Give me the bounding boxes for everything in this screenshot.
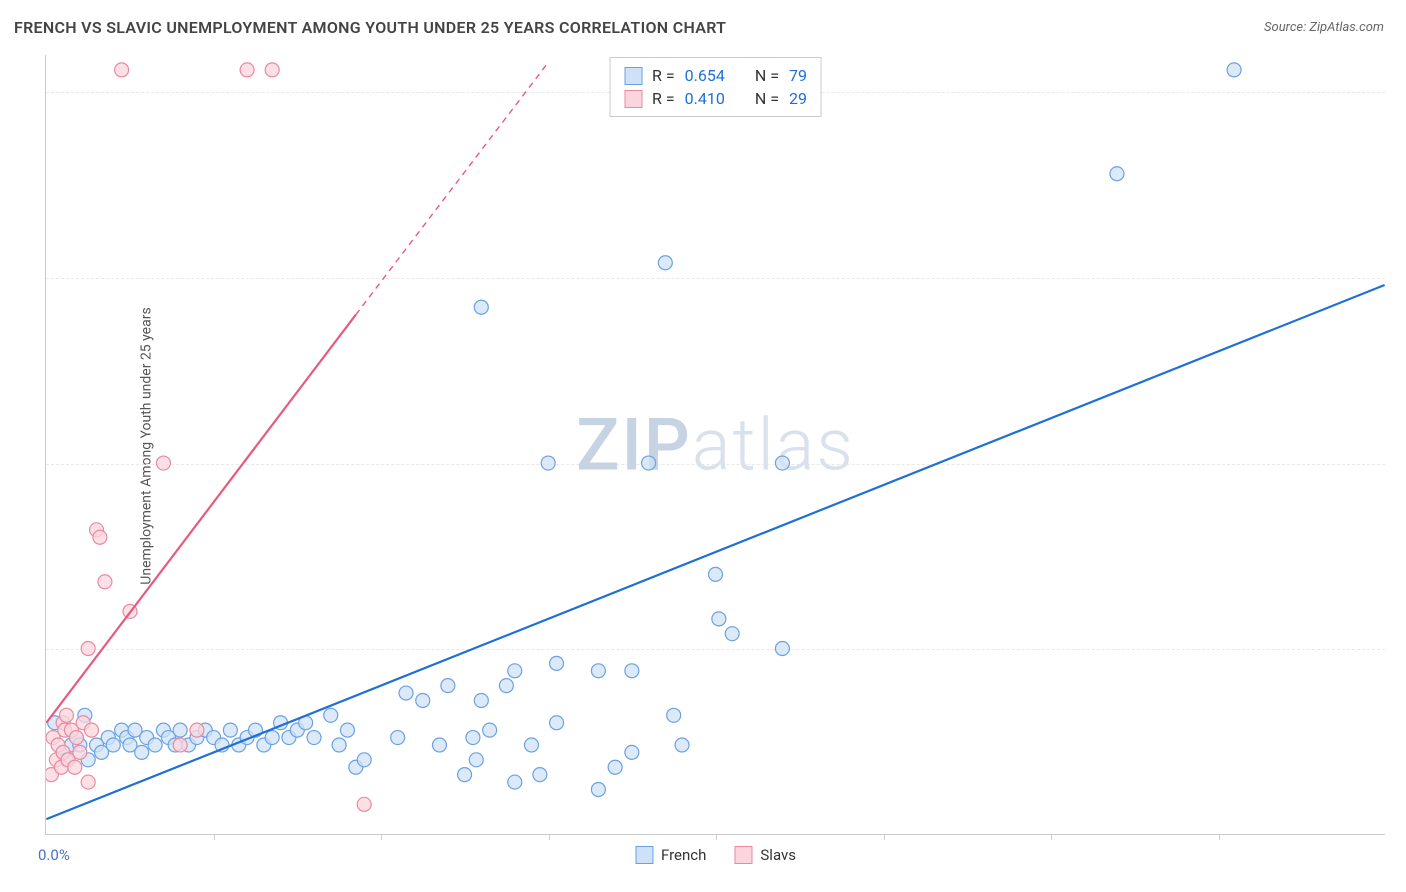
legend-item-slavs: Slavs — [734, 846, 796, 864]
swatch-slavs — [624, 90, 642, 108]
plot-area: ZIPatlas R = 0.654 N = 79 R = 0.410 N = … — [45, 55, 1385, 835]
data-point — [265, 63, 279, 77]
data-point — [541, 456, 555, 470]
data-point — [533, 768, 547, 782]
data-point — [508, 664, 522, 678]
data-point — [709, 567, 723, 581]
x-tick — [1051, 834, 1052, 840]
data-point — [625, 745, 639, 759]
data-point — [190, 723, 204, 737]
data-point — [466, 731, 480, 745]
data-point — [642, 456, 656, 470]
data-point — [1227, 63, 1241, 77]
data-point — [324, 708, 338, 722]
correlation-stats-box: R = 0.654 N = 79 R = 0.410 N = 29 — [609, 57, 822, 117]
data-point — [332, 738, 346, 752]
swatch-french — [624, 67, 642, 85]
data-point — [775, 642, 789, 656]
chart-title: FRENCH VS SLAVIC UNEMPLOYMENT AMONG YOUT… — [14, 18, 726, 37]
data-point — [223, 723, 237, 737]
x-tick — [716, 834, 717, 840]
x-tick — [381, 834, 382, 840]
data-point — [391, 731, 405, 745]
x-tick — [884, 834, 885, 840]
data-point — [85, 723, 99, 737]
data-point — [1110, 167, 1124, 181]
trend-line — [46, 315, 355, 723]
data-point — [608, 760, 622, 774]
data-point — [458, 768, 472, 782]
x-tick — [1219, 834, 1220, 840]
data-point — [81, 775, 95, 789]
data-point — [550, 656, 564, 670]
data-point — [775, 456, 789, 470]
data-point — [416, 693, 430, 707]
data-point — [357, 753, 371, 767]
data-point — [675, 738, 689, 752]
data-point — [173, 723, 187, 737]
data-point — [474, 693, 488, 707]
data-point — [667, 708, 681, 722]
data-point — [483, 723, 497, 737]
stats-row-slavs: R = 0.410 N = 29 — [624, 87, 807, 110]
data-point — [106, 738, 120, 752]
legend-swatch-slavs — [734, 846, 752, 864]
legend-swatch-french — [635, 846, 653, 864]
data-point — [357, 797, 371, 811]
data-point — [81, 642, 95, 656]
data-point — [591, 782, 605, 796]
data-point — [307, 731, 321, 745]
data-point — [399, 686, 413, 700]
scatter-svg — [46, 55, 1385, 834]
data-point — [550, 716, 564, 730]
legend-item-french: French — [635, 846, 706, 864]
data-point — [340, 723, 354, 737]
data-point — [173, 738, 187, 752]
trend-line — [46, 285, 1384, 819]
data-point — [156, 456, 170, 470]
data-point — [240, 63, 254, 77]
data-point — [135, 745, 149, 759]
data-point — [658, 256, 672, 270]
source-attribution: Source: ZipAtlas.com — [1264, 20, 1384, 35]
data-point — [712, 612, 726, 626]
data-point — [441, 679, 455, 693]
stats-row-french: R = 0.654 N = 79 — [624, 64, 807, 87]
data-point — [591, 664, 605, 678]
x-tick — [549, 834, 550, 840]
data-point — [265, 731, 279, 745]
data-point — [73, 745, 87, 759]
x-tick — [214, 834, 215, 840]
trend-line — [356, 62, 548, 314]
data-point — [93, 530, 107, 544]
data-point — [524, 738, 538, 752]
data-point — [115, 63, 129, 77]
data-point — [69, 731, 83, 745]
data-point — [59, 708, 73, 722]
data-point — [432, 738, 446, 752]
data-point — [474, 300, 488, 314]
data-point — [499, 679, 513, 693]
data-point — [469, 753, 483, 767]
x-tick-0: 0.0% — [38, 846, 70, 864]
data-point — [68, 760, 82, 774]
data-point — [98, 575, 112, 589]
bottom-legend: French Slavs — [635, 846, 796, 864]
data-point — [725, 627, 739, 641]
data-point — [508, 775, 522, 789]
data-point — [625, 664, 639, 678]
data-point — [148, 738, 162, 752]
